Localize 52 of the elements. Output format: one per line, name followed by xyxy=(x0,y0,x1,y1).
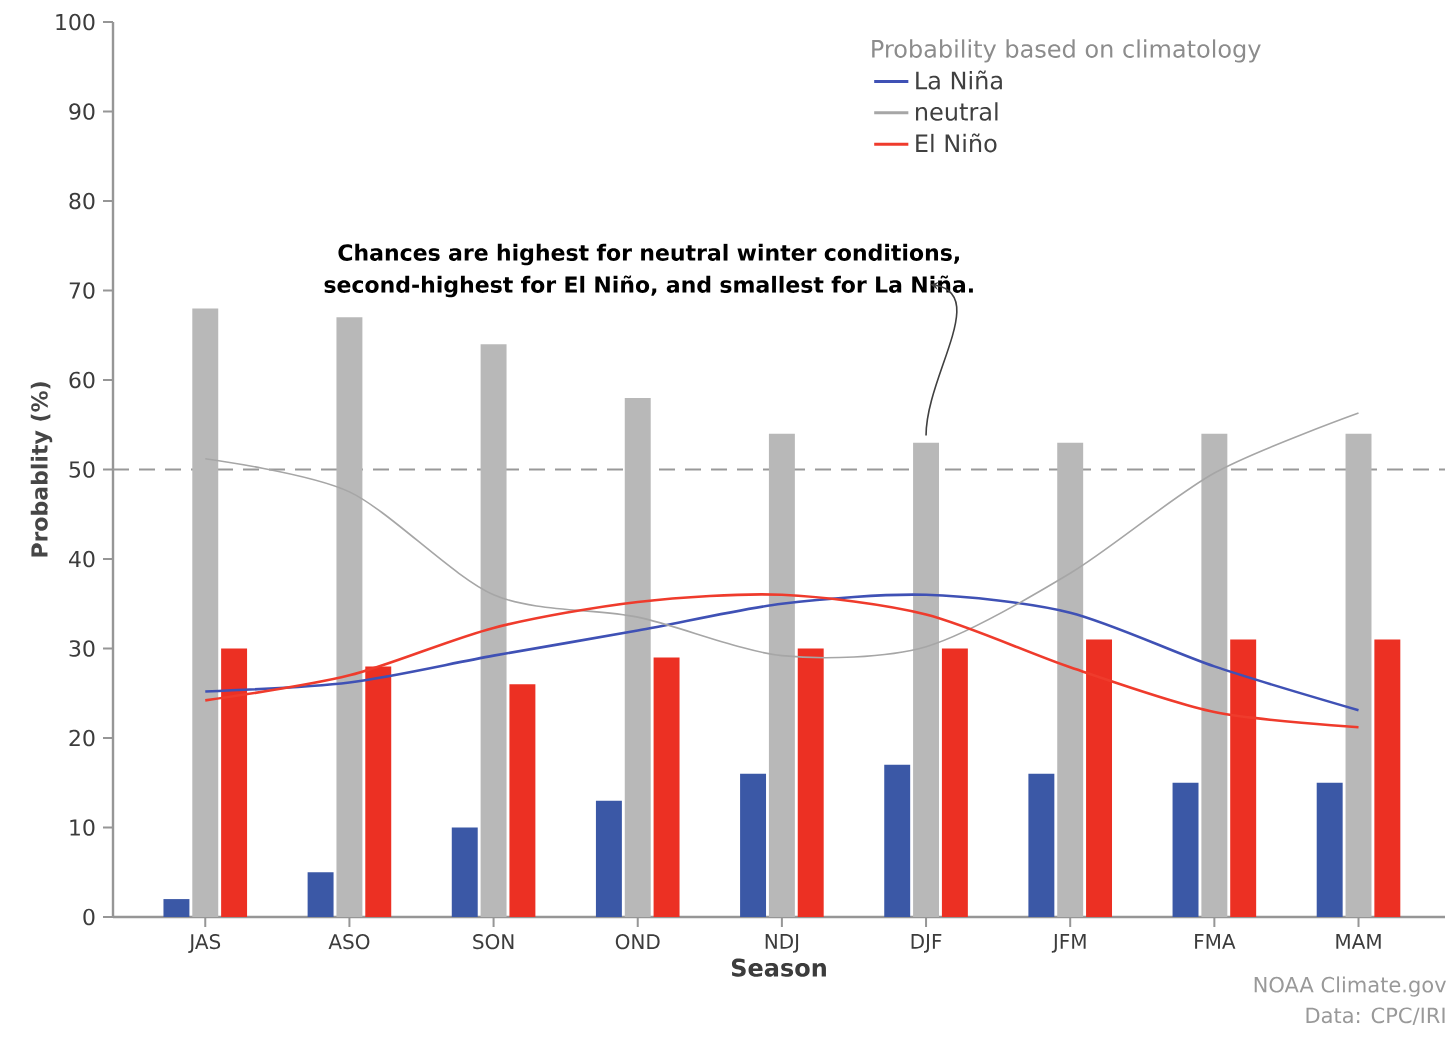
text: Data: CPC/IRI xyxy=(1306,1007,1445,1025)
bar xyxy=(913,442,940,917)
y-tick-label: 10 xyxy=(70,819,95,836)
x-tick-label: SON xyxy=(473,934,514,950)
x-tick-label: JFM xyxy=(1051,934,1086,953)
bar xyxy=(1057,442,1084,917)
y-tick-label: 20 xyxy=(69,729,95,747)
bar xyxy=(192,308,219,917)
bar xyxy=(1345,433,1372,917)
bar xyxy=(884,764,911,917)
text: NOAA Climate.gov xyxy=(1254,976,1446,997)
y-tick-label: 30 xyxy=(69,640,95,657)
y-tick-label: 50 xyxy=(69,461,95,478)
legend-label: neutral xyxy=(916,102,998,121)
bar xyxy=(509,684,536,917)
bar xyxy=(336,317,363,917)
legend-label: La Niña xyxy=(916,70,1002,90)
x-tick-label: DJF xyxy=(911,934,942,953)
y-tick-label: 90 xyxy=(69,103,95,120)
bar xyxy=(1201,433,1228,917)
bar xyxy=(624,397,651,917)
y-tick-label: 80 xyxy=(69,192,95,210)
bar xyxy=(1028,773,1055,917)
y-axis-title: Probablity (%) xyxy=(30,382,53,557)
bar xyxy=(595,800,622,917)
y-tick-label: 60 xyxy=(69,371,95,389)
x-tick-label: ASO xyxy=(328,934,370,950)
bar xyxy=(451,827,478,917)
bar xyxy=(480,344,507,917)
bar xyxy=(1316,782,1343,917)
bar xyxy=(941,648,968,917)
x-tick-label: MAM xyxy=(1336,934,1381,949)
bar xyxy=(797,648,824,917)
x-tick-label: NDJ xyxy=(765,934,799,953)
bar xyxy=(163,899,190,917)
legend-label: El Niño xyxy=(916,133,997,153)
annotation: Chances are highest for neutral winter conditions, second-highest for El Niño, and smallest for La Niña. xyxy=(324,243,973,298)
x-tick-label: JAS xyxy=(188,934,221,953)
x-tick-label: OND xyxy=(615,934,660,950)
y-tick-label: 100 xyxy=(56,13,95,31)
legend-title: Probability based on climatology xyxy=(872,39,1261,63)
bar xyxy=(653,657,680,917)
x-tick-label: FMA xyxy=(1195,934,1236,949)
bar xyxy=(307,872,334,917)
bar xyxy=(768,433,795,917)
x-axis-title: Season xyxy=(731,958,826,977)
bar xyxy=(1172,782,1199,917)
y-tick-label: 70 xyxy=(69,282,95,299)
bar xyxy=(1374,639,1401,917)
y-tick-label: 40 xyxy=(69,550,95,568)
y-tick-label: 0 xyxy=(83,908,95,926)
bar xyxy=(740,773,767,917)
